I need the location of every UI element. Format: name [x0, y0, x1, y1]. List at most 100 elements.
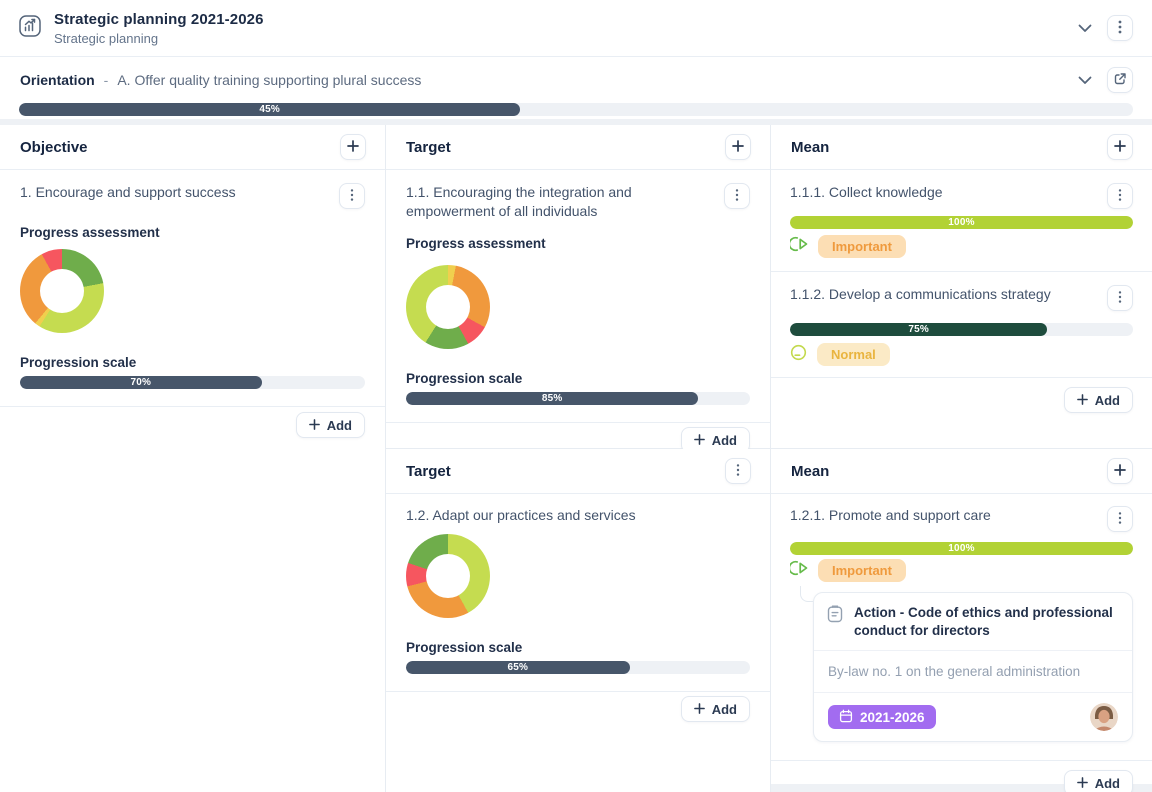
target-column: Target 1.1. Encouraging the integration …	[386, 125, 771, 792]
kebab-menu-icon	[1118, 188, 1122, 205]
progress-value: 45%	[259, 104, 280, 115]
plan-titles: Strategic planning 2021-2026 Strategic p…	[54, 11, 264, 46]
add-button-label: Add	[1094, 775, 1120, 791]
plus-icon	[1076, 776, 1088, 791]
add-button-label: Add	[326, 417, 352, 433]
mean-progress-bar: 100%	[790, 542, 1133, 555]
target-item: 1.1. Encouraging the integration and emp…	[386, 183, 770, 220]
add-objective-button[interactable]	[340, 134, 366, 160]
progress-value: 70%	[130, 377, 152, 388]
progress-value: 100%	[948, 543, 975, 554]
plus-icon	[1076, 393, 1088, 408]
progress-assessment-donut	[20, 249, 104, 333]
mean-column-title: Mean	[791, 462, 830, 480]
planning-board: Objective 1. Encourage and support succe…	[0, 125, 1152, 792]
collapse-plan-button[interactable]	[1075, 18, 1095, 38]
neutral-circle-icon	[790, 344, 807, 366]
target-progress-bar: 85%	[406, 392, 750, 405]
target-column-title: Target	[406, 138, 451, 156]
add-button-label: Add	[711, 701, 737, 717]
objective-item-title[interactable]: 1. Encourage and support success	[20, 184, 236, 200]
progress-assessment-label: Progress assessment	[20, 225, 160, 240]
add-target-child-button[interactable]: Add	[680, 696, 750, 722]
top-bar: Strategic planning 2021-2026 Strategic p…	[0, 0, 1152, 56]
progression-scale-label: Progression scale	[20, 355, 137, 370]
kebab-menu-icon	[735, 188, 739, 205]
progress-value: 75%	[908, 324, 929, 335]
target-panel-menu-button[interactable]	[725, 458, 751, 484]
fast-forward-icon	[788, 236, 808, 257]
mean-column-title: Mean	[791, 138, 830, 156]
target-progress-bar: 65%	[406, 661, 750, 674]
progression-scale-label: Progression scale	[406, 371, 523, 386]
priority-badge: Important	[818, 235, 906, 258]
mean-column: Mean 1.1.1. Collect knowledge	[771, 125, 1152, 792]
add-objective-child-button[interactable]: Add	[295, 412, 365, 438]
mean-item-menu-button[interactable]	[1107, 506, 1133, 532]
kebab-menu-icon	[736, 463, 740, 480]
mean-item-menu-button[interactable]	[1107, 183, 1133, 209]
open-orientation-button[interactable]	[1107, 67, 1133, 93]
add-mean-button[interactable]	[1107, 458, 1133, 484]
progress-value: 100%	[948, 217, 975, 228]
orientation-bar: Orientation - A. Offer quality training …	[0, 56, 1152, 119]
plus-icon	[347, 139, 359, 155]
progression-scale-label: Progression scale	[406, 640, 523, 655]
orientation-label: Orientation	[20, 72, 95, 88]
orientation-title[interactable]: A. Offer quality training supporting plu…	[117, 72, 422, 88]
action-card-title: Action - Code of ethics and professional…	[854, 605, 1113, 638]
period-badge: 2021-2026	[828, 705, 936, 729]
objective-item-menu-button[interactable]	[339, 183, 365, 209]
target-item-menu-button[interactable]	[724, 183, 750, 209]
plus-icon	[308, 418, 320, 433]
add-button-label: Add	[711, 432, 737, 448]
mean-item: 1.1.2. Develop a communications strategy	[771, 285, 1152, 311]
objective-progress-bar: 70%	[20, 376, 365, 389]
hierarchy-connector	[800, 586, 813, 602]
progress-assessment-label: Progress assessment	[406, 236, 546, 251]
priority-badge: Normal	[817, 343, 890, 366]
priority-badge: Important	[818, 559, 906, 582]
target-column-title: Target	[406, 462, 451, 480]
kebab-menu-icon	[1118, 19, 1122, 38]
add-target-child-button[interactable]: Add	[680, 427, 750, 453]
mean-item-title[interactable]: 1.2.1. Promote and support care	[790, 507, 991, 523]
plan-menu-button[interactable]	[1107, 15, 1133, 41]
mean-item: 1.2.1. Promote and support care	[771, 506, 1152, 532]
clipboard-icon	[826, 604, 844, 629]
plus-icon	[693, 433, 705, 448]
add-mean-button[interactable]	[1107, 134, 1133, 160]
mean-item-title[interactable]: 1.1.2. Develop a communications strategy	[790, 286, 1051, 302]
fast-forward-icon	[788, 560, 808, 581]
add-button-label: Add	[1094, 392, 1120, 408]
period-label: 2021-2026	[860, 709, 925, 725]
mean-item-menu-button[interactable]	[1107, 285, 1133, 311]
mean-panel-2: Mean 1.2.1. Promote and support care	[771, 449, 1152, 792]
progress-value: 65%	[507, 662, 529, 673]
chevron-down-icon	[1078, 21, 1092, 36]
objective-column: Objective 1. Encourage and support succe…	[0, 125, 386, 792]
target-panel-1: Target 1.1. Encouraging the integration …	[386, 125, 770, 453]
plus-icon	[732, 139, 744, 155]
plus-icon	[693, 702, 705, 717]
action-card[interactable]: Action - Code of ethics and professional…	[813, 592, 1133, 742]
progress-value: 85%	[541, 393, 563, 404]
kebab-menu-icon	[1118, 511, 1122, 528]
progress-assessment-donut	[406, 534, 490, 618]
objective-column-title: Objective	[20, 138, 88, 156]
page-subtitle: Strategic planning	[54, 30, 159, 46]
assignee-avatar[interactable]	[1090, 703, 1118, 731]
mean-item: 1.1.1. Collect knowledge	[771, 183, 1152, 209]
add-mean-child-button[interactable]: Add	[1063, 387, 1133, 413]
mean-panel-1: Mean 1.1.1. Collect knowledge	[771, 125, 1152, 449]
target-panel-2: Target 1.2. Adapt our practices and serv…	[386, 449, 770, 792]
add-mean-child-button[interactable]: Add	[1063, 770, 1133, 792]
target-item-title[interactable]: 1.2. Adapt our practices and services	[406, 507, 636, 523]
plus-icon	[1114, 463, 1126, 479]
mean-item-title[interactable]: 1.1.1. Collect knowledge	[790, 184, 943, 200]
add-target-button[interactable]	[725, 134, 751, 160]
collapse-orientation-button[interactable]	[1075, 70, 1095, 90]
target-item-title[interactable]: 1.1. Encouraging the integration and emp…	[406, 184, 632, 219]
kebab-menu-icon	[350, 188, 354, 205]
